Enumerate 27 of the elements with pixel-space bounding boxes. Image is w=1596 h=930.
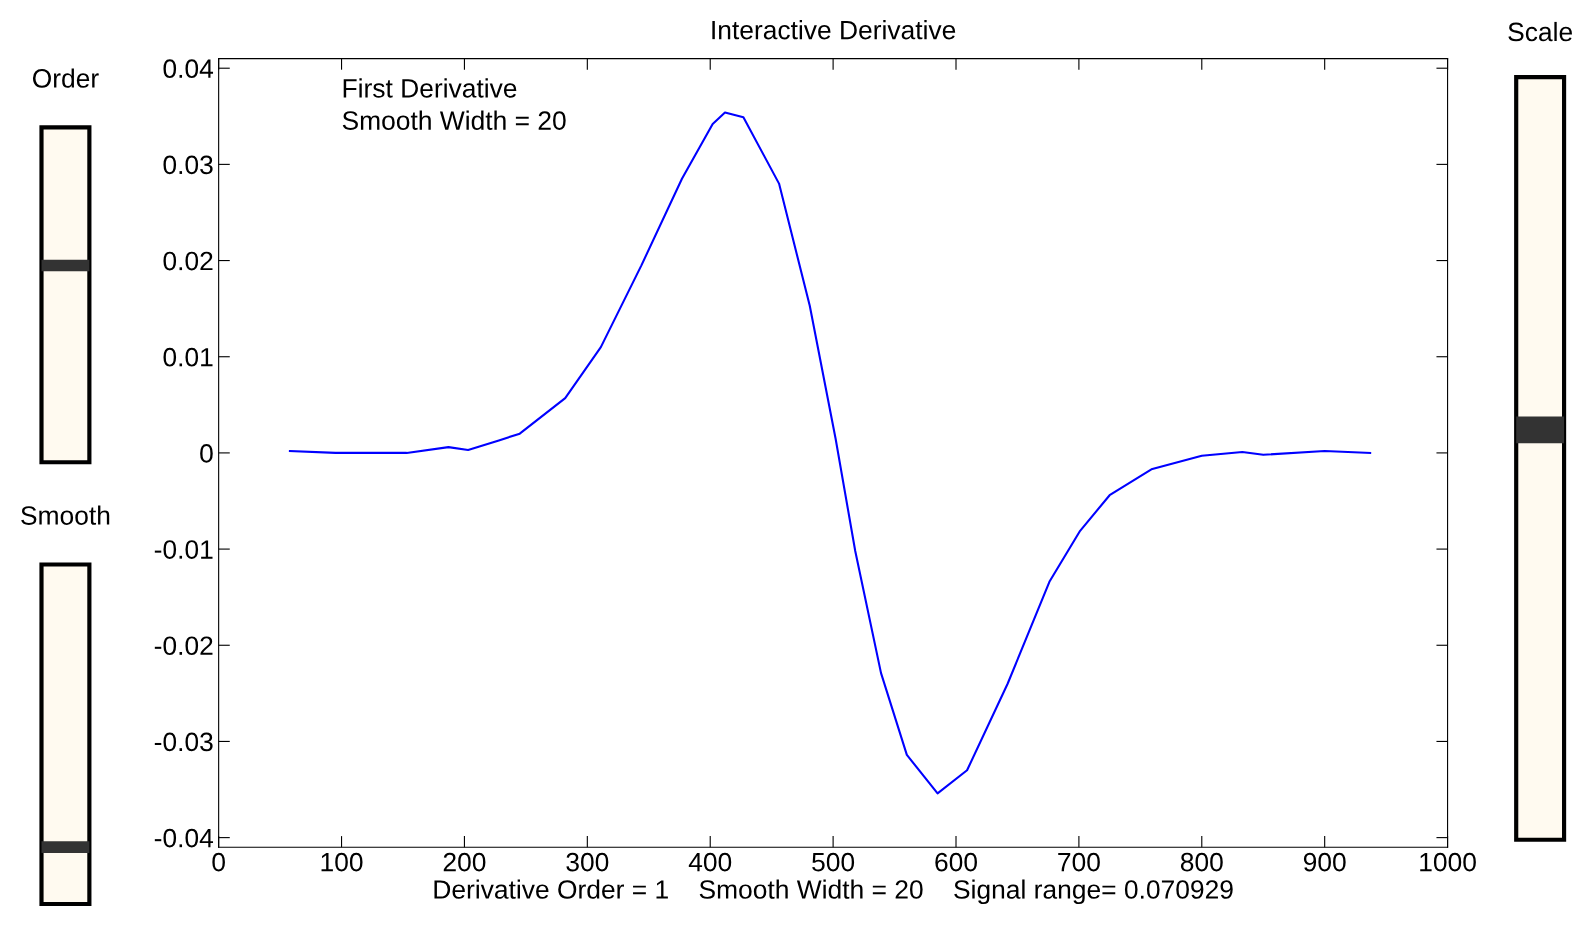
y-tick-label: -0.04 bbox=[154, 828, 214, 848]
x-tick-label: 900 bbox=[1303, 852, 1346, 872]
text: Smooth bbox=[21, 505, 110, 525]
chart-title: Interactive Derivative bbox=[712, 20, 956, 40]
y-tick-label: -0.03 bbox=[154, 732, 213, 752]
x-tick-label: 300 bbox=[566, 852, 609, 872]
x-tick-label: 200 bbox=[443, 852, 486, 872]
x-tick-label: 400 bbox=[688, 852, 732, 872]
x-tick-label: 700 bbox=[1058, 852, 1100, 872]
y-tick-label: -0.01 bbox=[154, 540, 213, 559]
text: Scale bbox=[1508, 21, 1572, 42]
x-tick-label: 600 bbox=[935, 852, 977, 872]
y-tick-label: 0.01 bbox=[163, 347, 213, 367]
annotation: First Derivative bbox=[343, 78, 517, 98]
y-tick-label: 0.03 bbox=[163, 155, 213, 175]
x-tick-label: 500 bbox=[812, 852, 855, 872]
x-axis-title: Derivative Order = 1 Smooth Width = 20 Signal range= 0.070929 bbox=[434, 879, 1233, 905]
line-series bbox=[288, 111, 1372, 795]
y-tick-label: -0.02 bbox=[154, 636, 213, 656]
annotation: Smooth Width = 20 bbox=[342, 110, 566, 130]
x-tick-label: 100 bbox=[321, 852, 363, 872]
y-tick-label: 0.02 bbox=[163, 251, 213, 271]
y-tick-label: 0.04 bbox=[163, 59, 214, 79]
text: Order bbox=[32, 68, 99, 88]
x-tick-label: 1000 bbox=[1420, 852, 1476, 872]
y-tick-label: 0 bbox=[200, 444, 213, 463]
x-tick-label: 800 bbox=[1180, 852, 1223, 872]
